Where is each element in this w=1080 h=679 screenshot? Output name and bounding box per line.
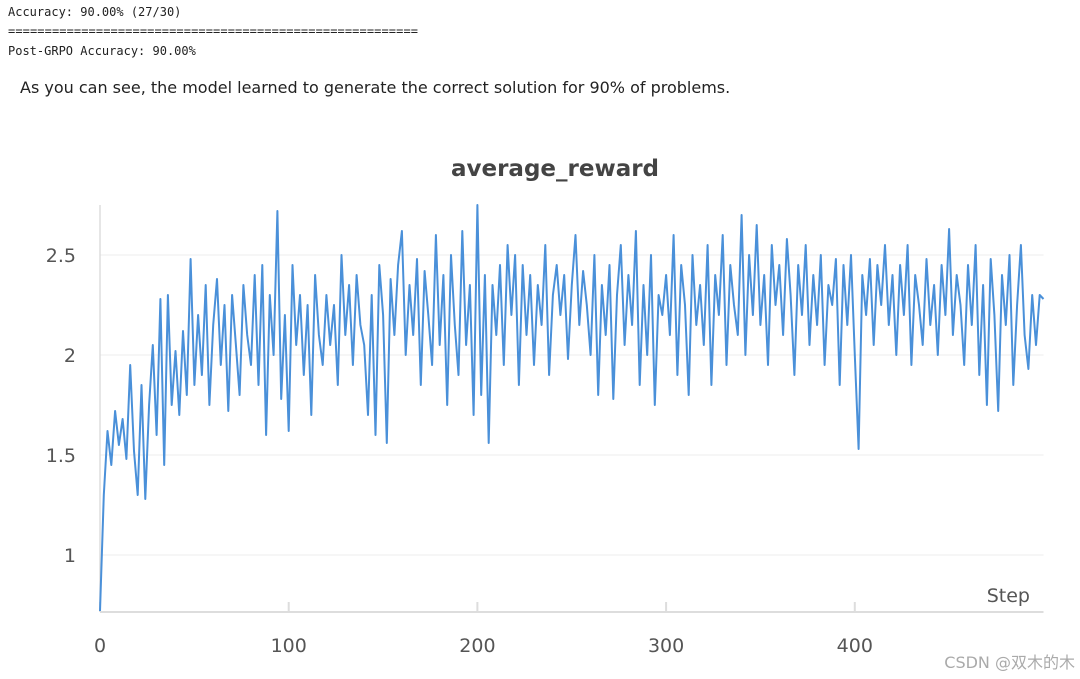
data-line: [99, 204, 1045, 612]
y-tick-label: 1: [64, 545, 76, 567]
log-line: Post-GRPO Accuracy: 90.00%: [8, 44, 197, 58]
x-tick-label: 100: [271, 635, 307, 657]
x-tick-label: 200: [459, 635, 495, 657]
x-tick-label: 400: [837, 635, 873, 657]
log-line: Accuracy: 90.00% (27/30): [8, 5, 181, 19]
y-tick-label: 1.5: [46, 445, 76, 467]
watermark: CSDN @双木的木: [944, 653, 1075, 672]
x-tick-label: 300: [648, 635, 684, 657]
chart-title: average_reward: [451, 156, 659, 182]
x-tick-label: 0: [94, 635, 106, 657]
log-line: ========================================…: [8, 24, 418, 38]
paragraph: As you can see, the model learned to gen…: [20, 78, 730, 97]
y-tick-label: 2: [64, 345, 76, 367]
y-tick-label: 2.5: [46, 245, 76, 267]
x-axis-label: Step: [987, 585, 1030, 607]
